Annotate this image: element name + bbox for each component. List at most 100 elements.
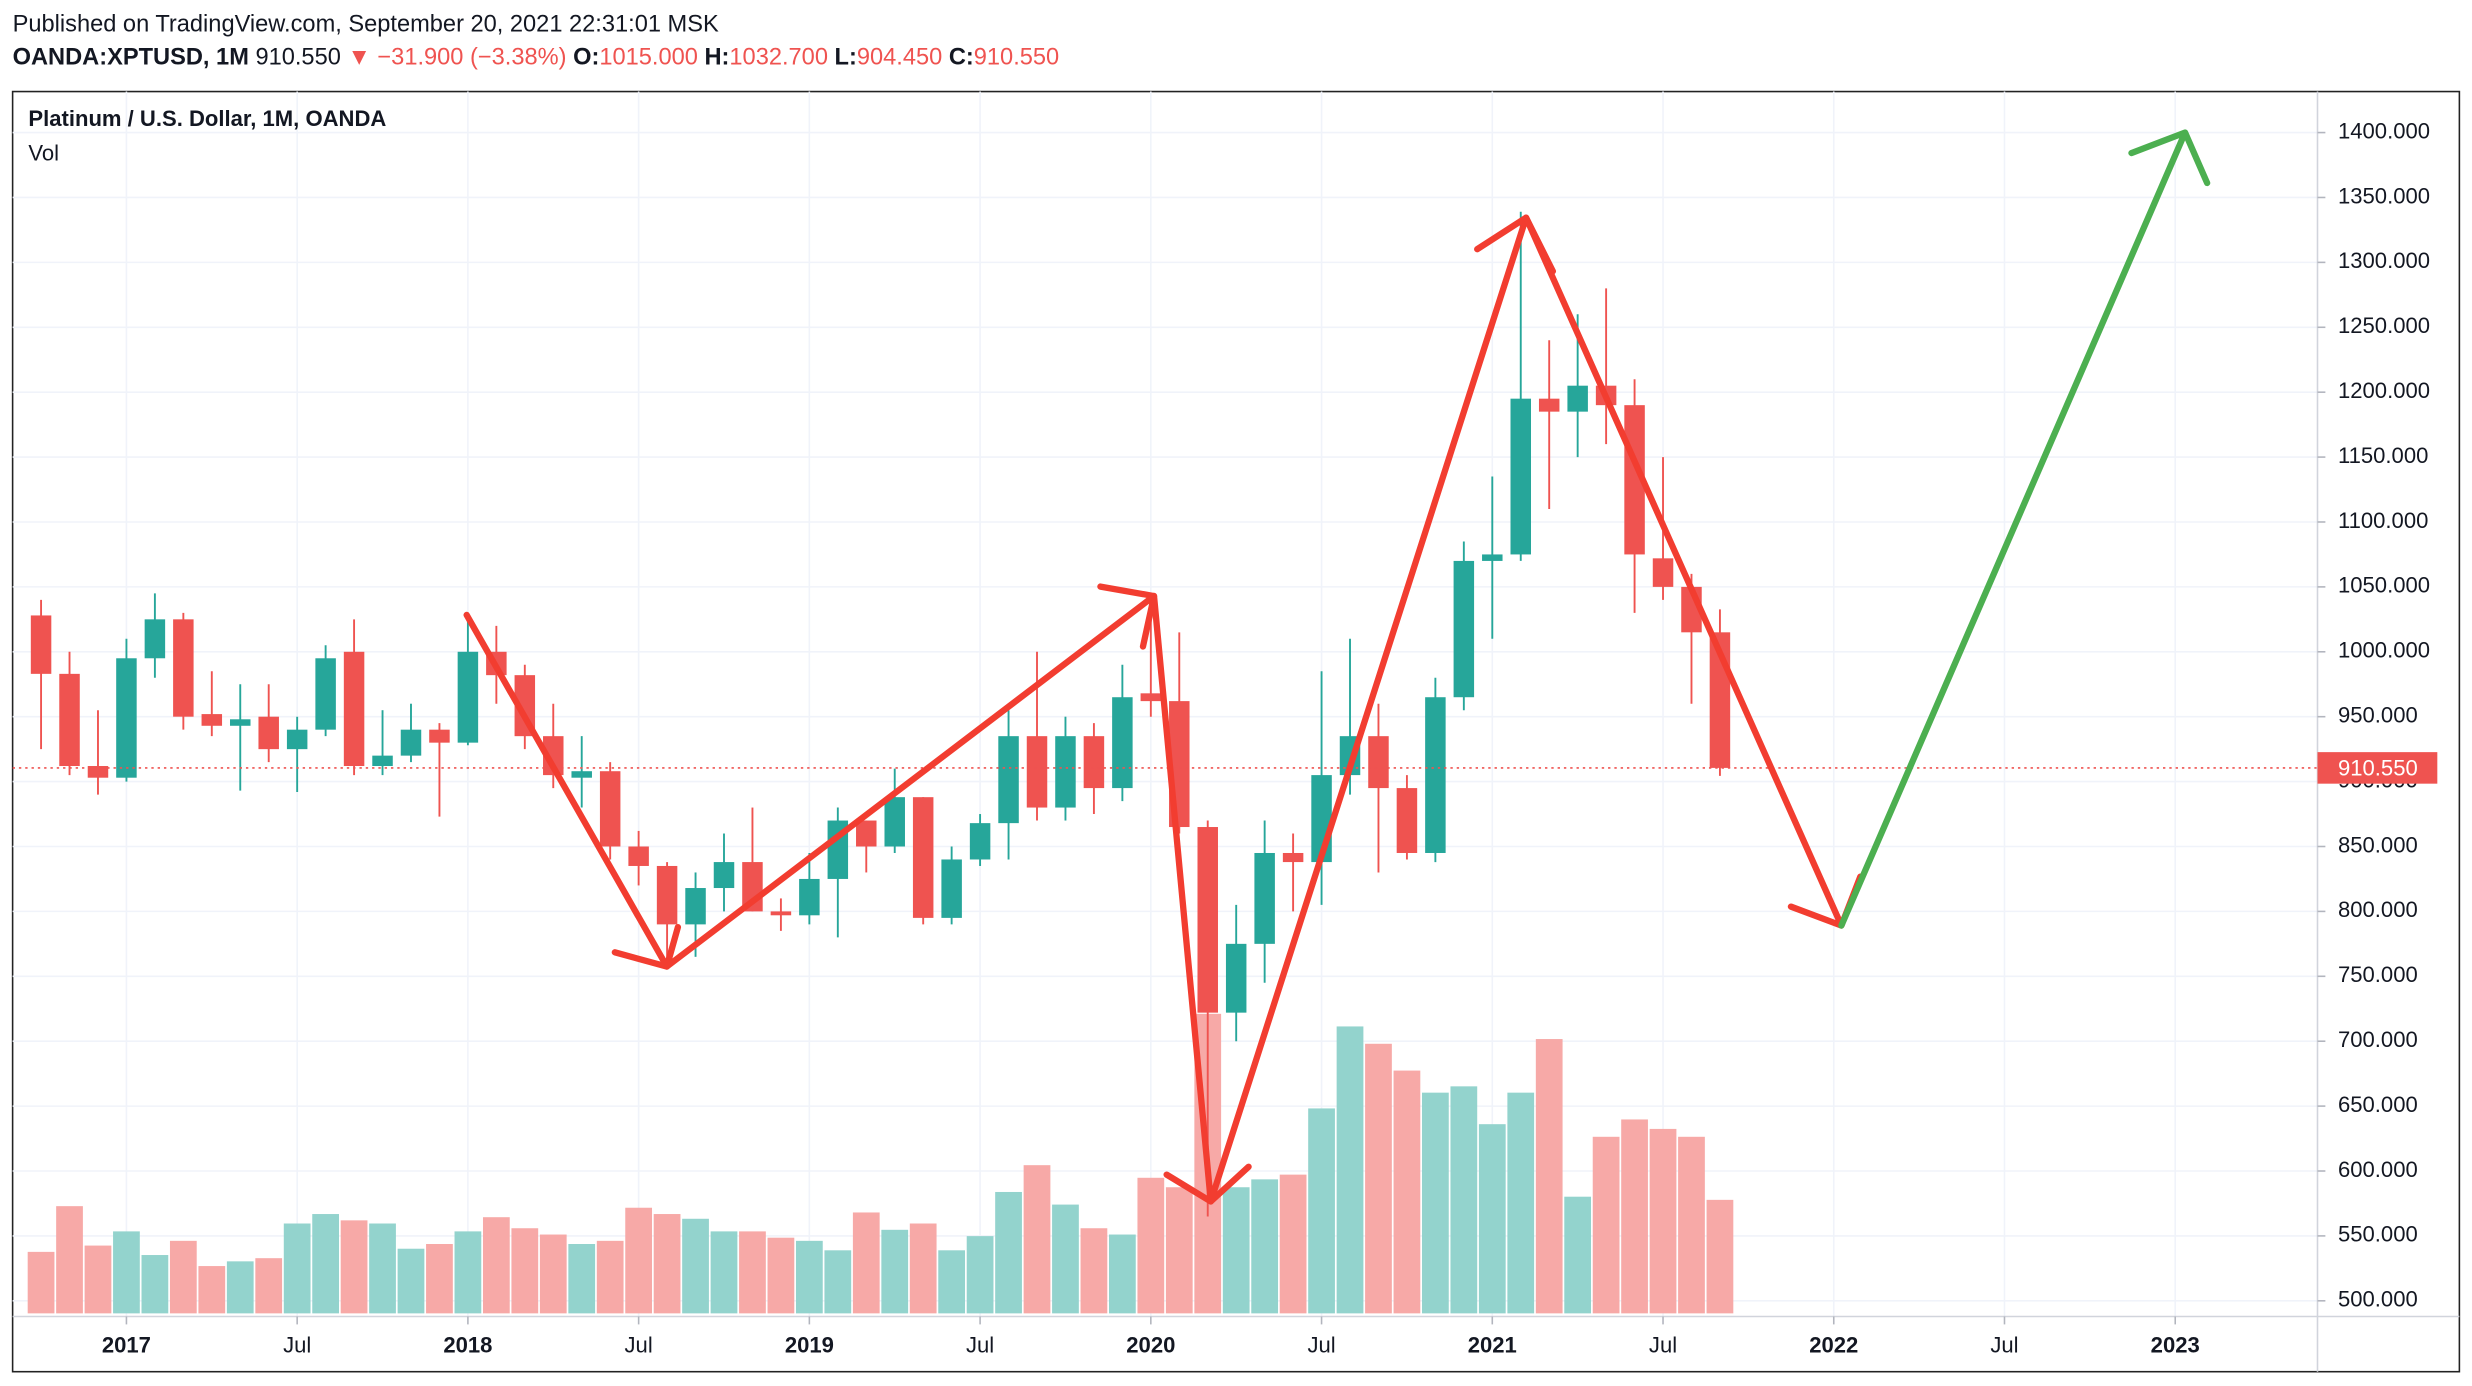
volume-bar: [767, 1237, 795, 1314]
y-tick-label: 1000.000: [2338, 638, 2430, 663]
volume-bar: [1279, 1174, 1307, 1314]
volume-bar: [397, 1248, 425, 1314]
symbol-line: OANDA:XPTUSD, 1M 910.550 ▼ −31.900 (−3.3…: [13, 45, 1060, 71]
candle-body: [1026, 736, 1048, 808]
x-tick-label: 2022: [1809, 1332, 1858, 1357]
volume-bar: [1422, 1092, 1449, 1314]
y-tick-label: 950.000: [2338, 703, 2418, 728]
x-tick-label: Jul: [283, 1332, 311, 1357]
x-tick-label: Jul: [625, 1332, 653, 1357]
volume-bar: [1450, 1086, 1478, 1314]
volume-bar: [938, 1250, 966, 1314]
volume-bar: [1251, 1179, 1279, 1314]
open-value: 1015.000: [599, 45, 698, 71]
red-arrows: [463, 214, 1864, 1205]
x-tick-label: 2021: [1468, 1332, 1517, 1357]
volume-bar: [511, 1228, 539, 1314]
volume-bar: [27, 1251, 55, 1314]
candle-body: [856, 820, 877, 847]
volume-bar: [482, 1217, 510, 1314]
candle-body: [912, 797, 934, 918]
axes: 500.000 550.000 600.000 650.000 700.000 750.0…: [102, 118, 2438, 1357]
candle-body: [1140, 693, 1162, 702]
candle-body: [799, 878, 820, 916]
volume-bar: [1222, 1187, 1250, 1314]
volume-bar: [795, 1240, 823, 1314]
volume-bar: [1023, 1165, 1051, 1314]
candle-body: [685, 888, 706, 925]
volume-bar: [1592, 1136, 1620, 1314]
x-tick-label: 2020: [1126, 1332, 1175, 1357]
volume-bar: [1052, 1204, 1079, 1314]
candle-body: [1368, 736, 1389, 789]
volume-bar: [739, 1231, 766, 1314]
x-tick-label: 2023: [2151, 1332, 2200, 1357]
volume-bar: [824, 1250, 852, 1314]
volume-bar: [1649, 1128, 1677, 1314]
candle-body: [201, 714, 223, 726]
candle-body: [1538, 398, 1560, 412]
low-value: 904.450: [857, 45, 942, 71]
volume-bar: [141, 1255, 169, 1314]
high-label: H:: [704, 45, 729, 71]
candle-body: [372, 755, 393, 767]
candle-body: [656, 865, 678, 925]
volume-bar: [56, 1206, 83, 1314]
candle-body: [30, 615, 52, 674]
y-tick-label: 800.000: [2338, 897, 2418, 922]
arrow: [663, 583, 1158, 970]
candle-body: [1567, 385, 1588, 412]
candle-body: [543, 736, 564, 776]
last-price-label: 910.550: [2338, 755, 2418, 780]
volume-bar: [454, 1231, 482, 1314]
volume-bar: [909, 1223, 937, 1314]
volume-bar: [568, 1243, 596, 1314]
y-tick-label: 600.000: [2338, 1157, 2418, 1182]
symbol: OANDA:XPTUSD, 1M: [13, 45, 249, 71]
y-tick-label: 1400.000: [2338, 118, 2430, 143]
volume-bar: [1393, 1070, 1421, 1314]
volume-bar: [340, 1220, 368, 1314]
volume-bar: [966, 1236, 994, 1314]
y-tick-label: 750.000: [2338, 962, 2418, 987]
volume-bar: [995, 1191, 1022, 1314]
y-tick-label: 1250.000: [2338, 313, 2430, 338]
candle-body: [1112, 697, 1133, 789]
x-tick-label: Jul: [1649, 1332, 1677, 1357]
candle-body: [286, 729, 308, 750]
volume-bar: [1080, 1228, 1108, 1314]
candle-body: [713, 862, 735, 889]
volume-bar: [255, 1258, 283, 1314]
volume-bar: [596, 1240, 624, 1314]
volume-bar: [169, 1240, 197, 1314]
candle-body: [969, 823, 991, 860]
volume-bar: [283, 1223, 311, 1314]
candle-body: [1396, 788, 1418, 853]
candle-body: [1482, 554, 1503, 561]
y-tick-label: 1200.000: [2338, 378, 2430, 403]
candle-body: [258, 716, 279, 750]
frame: [11, 90, 2461, 1373]
candle-body: [599, 771, 621, 847]
volume-legend: Vol: [28, 140, 59, 165]
candle-body: [1510, 398, 1531, 555]
y-tick-label: 850.000: [2338, 832, 2418, 857]
candle-body: [1055, 736, 1076, 808]
volume-bar: [113, 1231, 140, 1314]
low-label: L:: [835, 45, 857, 71]
volume-bar: [1564, 1196, 1592, 1314]
candle-body: [173, 619, 194, 717]
x-tick-label: 2018: [443, 1332, 492, 1357]
legend-title: Platinum / U.S. Dollar, 1M, OANDA: [28, 106, 386, 131]
candle-body: [1282, 852, 1304, 863]
volume-bar: [1308, 1108, 1335, 1314]
y-tick-label: 1050.000: [2338, 573, 2430, 598]
change: ▼ −31.900 (−3.38%): [347, 45, 566, 71]
published-note: Published on TradingView.com, September …: [13, 12, 719, 38]
volume-bar: [1678, 1136, 1705, 1314]
volume-bar: [539, 1234, 567, 1314]
volume-bar: [1621, 1119, 1648, 1314]
candle-body: [315, 658, 336, 730]
